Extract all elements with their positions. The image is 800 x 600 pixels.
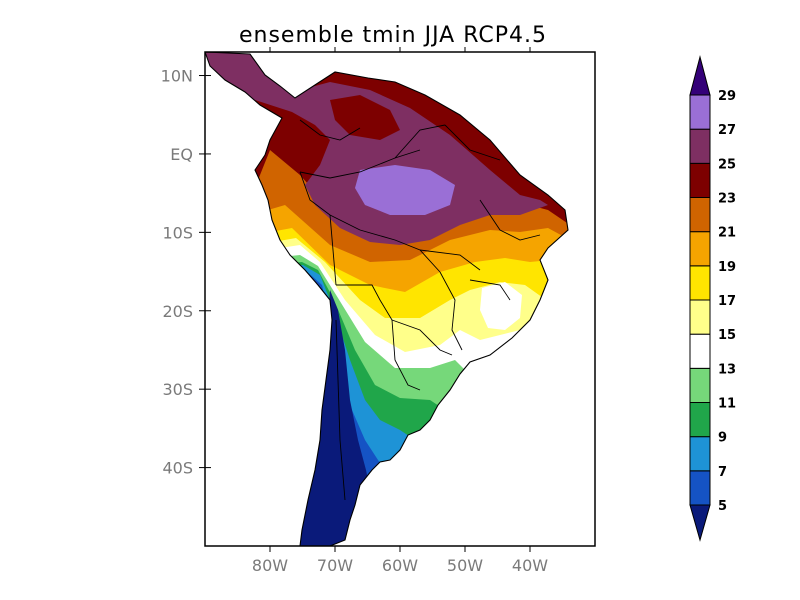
colorbar-box <box>689 367 711 404</box>
colorbar-box <box>689 94 711 130</box>
colorbar-label: 29 <box>718 89 736 104</box>
colorbar-box <box>689 470 711 506</box>
lon-tick-label: 40W <box>512 556 548 575</box>
band-25-27 <box>205 52 548 245</box>
lon-tick-label: 50W <box>447 556 483 575</box>
colorbar-label: 7 <box>718 465 727 480</box>
lat-tick-label: 10N <box>161 67 193 86</box>
colorbar-label: 13 <box>718 362 736 377</box>
lat-tick-label: 20S <box>162 302 193 321</box>
band-13-15-highland <box>480 282 522 330</box>
colorbar-label: 5 <box>718 499 727 514</box>
colorbar-box <box>689 231 711 267</box>
lon-tick-label: 60W <box>382 556 418 575</box>
colorbar-label: 17 <box>718 294 736 309</box>
lon-tick-label: 80W <box>252 556 288 575</box>
colorbar-label: 19 <box>718 260 736 275</box>
colorbar-max-arrow <box>689 55 711 96</box>
colorbar-label: 15 <box>718 328 736 343</box>
colorbar-box <box>689 402 711 438</box>
band-27-29 <box>355 165 455 215</box>
lat-tick-label: 40S <box>162 459 193 478</box>
colorbar-label: 23 <box>718 192 736 207</box>
colorbar-label: 25 <box>718 157 736 172</box>
lat-tick-label: EQ <box>170 145 193 164</box>
lon-tick-label: 70W <box>317 556 353 575</box>
map-title: ensemble tmin JJA RCP4.5 <box>239 23 547 48</box>
longitude-axis: 80W 70W 60W 50W 40W <box>252 47 548 575</box>
colorbar-label: 27 <box>718 123 736 138</box>
colorbar-min-arrow <box>689 504 711 542</box>
colorbar-label: 9 <box>718 431 727 446</box>
colorbar-label: 21 <box>718 226 736 241</box>
lat-tick-label: 30S <box>162 380 193 399</box>
colorbar-label: 11 <box>718 397 736 412</box>
colorbar-box <box>689 162 711 198</box>
colorbar: 5 7 9 11 13 15 17 19 21 23 25 27 29 <box>689 55 736 542</box>
temperature-contour-fill <box>205 52 568 546</box>
country-borders <box>299 119 541 501</box>
lat-tick-label: 10S <box>162 223 193 242</box>
colorbar-box <box>689 436 711 472</box>
band-23-25-ring <box>330 95 400 140</box>
latitude-axis: 10N EQ 10S 20S 30S 40S <box>161 67 211 478</box>
colorbar-box <box>689 128 711 164</box>
colorbar-box <box>689 265 711 301</box>
colorbar-box <box>689 333 711 369</box>
colorbar-box <box>689 299 711 335</box>
band-below-5 <box>290 290 372 546</box>
colorbar-box <box>689 197 711 233</box>
